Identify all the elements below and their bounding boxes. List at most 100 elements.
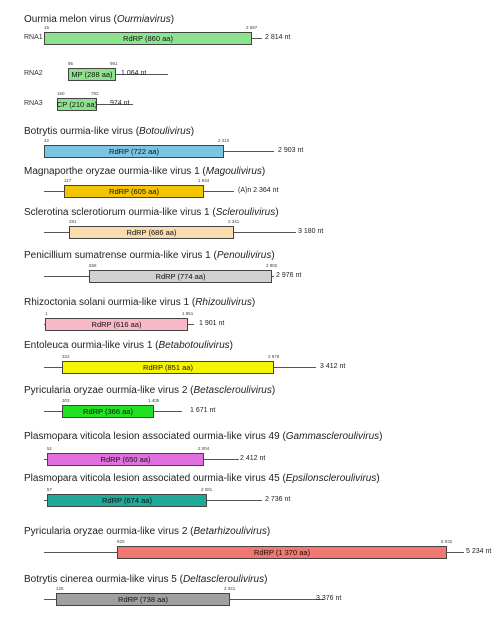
virus-name: Ourmia melon virus ( bbox=[24, 14, 117, 25]
orf-end-position: 2 882 bbox=[266, 263, 278, 268]
genome-line bbox=[68, 74, 168, 75]
virus-name: Entoleuca ourmia-like virus 1 ( bbox=[24, 340, 159, 351]
orf-end-position: 2 597 bbox=[246, 25, 258, 30]
virus-name: Sclerotina sclerotiorum ourmia-like viru… bbox=[24, 207, 216, 218]
orf-start-position: 42 bbox=[44, 138, 50, 143]
title-close-paren: ) bbox=[190, 126, 195, 137]
orf-box: RdRP (860 aa) bbox=[44, 32, 252, 45]
genome-length-label: 2 814 nt bbox=[265, 34, 291, 41]
orf-end-position: 2 341 bbox=[224, 586, 236, 591]
orf-end-position: 782 bbox=[91, 91, 99, 96]
orf-end-position: 2 210 bbox=[218, 138, 230, 143]
orf-start-position: 117 bbox=[64, 178, 72, 183]
orf-start-position: 1 bbox=[45, 311, 48, 316]
orf-end-position: 2 878 bbox=[268, 354, 280, 359]
orf-box: RdRP (774 aa) bbox=[89, 270, 272, 283]
genus-name: Epsilonscleroulivirus bbox=[285, 473, 377, 484]
title-close-paren: ) bbox=[271, 385, 276, 396]
virus-title: Ourmia melon virus (Ourmiavirus) bbox=[24, 14, 174, 25]
orf-end-position: 5 032 bbox=[441, 539, 453, 544]
virus-title: Entoleuca ourmia-like virus 1 (Betabotou… bbox=[24, 340, 233, 351]
virus-title: Plasmopara viticola lesion associated ou… bbox=[24, 431, 382, 442]
virus-title: Penicillium sumatrense ourmia-like virus… bbox=[24, 250, 275, 261]
virus-title: Plasmopara viticola lesion associated ou… bbox=[24, 473, 380, 484]
orf-end-position: 2 341 bbox=[228, 219, 240, 224]
virus-name: Pyricularia oryzae ourmia-like virus 2 ( bbox=[24, 526, 194, 537]
virus-title: Pyricularia oryzae ourmia-like virus 2 (… bbox=[24, 385, 275, 396]
genus-name: Betascleroulivirus bbox=[193, 385, 272, 396]
virus-name: Botrytis cinerea ourmia-like virus 5 ( bbox=[24, 574, 183, 585]
genus-name: Magoulivirus bbox=[205, 166, 262, 177]
orf-box: CP (210 aa) bbox=[56, 98, 98, 111]
orf-start-position: 125 bbox=[56, 586, 64, 591]
genus-name: Ourmiavirus bbox=[116, 14, 171, 25]
orf-box: RdRP (851 aa) bbox=[62, 361, 274, 374]
orf-box: MP (288 aa) bbox=[68, 68, 116, 81]
genome-length-label: 1 901 nt bbox=[199, 320, 225, 327]
title-close-paren: ) bbox=[376, 473, 380, 484]
orf-box: RdRP (674 aa) bbox=[47, 494, 207, 507]
orf-start-position: 150 bbox=[57, 91, 65, 96]
orf-box: RdRP (616 aa) bbox=[45, 318, 188, 331]
virus-title: Pyricularia oryzae ourmia-like virus 2 (… bbox=[24, 526, 270, 537]
orf-box: RdRP (722 aa) bbox=[44, 145, 224, 158]
genome-length-label: 974 nt bbox=[110, 100, 130, 107]
genus-name: Deltascleroulivirus bbox=[182, 574, 265, 585]
title-close-paren: ) bbox=[229, 340, 233, 351]
orf-start-position: 281 bbox=[69, 219, 77, 224]
orf-start-position: 558 bbox=[89, 263, 97, 268]
orf-start-position: 95 bbox=[68, 61, 74, 66]
genome-length-label: 1 064 nt bbox=[121, 70, 147, 77]
orf-end-position: 961 bbox=[110, 61, 118, 66]
virus-title: Botrytis cinerea ourmia-like virus 5 (De… bbox=[24, 574, 267, 585]
orf-end-position: 2 081 bbox=[201, 487, 213, 492]
genome-length-label: 1 671 nt bbox=[190, 407, 216, 414]
orf-box: RdRP (738 aa) bbox=[56, 593, 230, 606]
title-close-paren: ) bbox=[266, 526, 271, 537]
genus-name: Gammascleroulivirus bbox=[285, 431, 380, 442]
genus-name: Betarhizoulivirus bbox=[193, 526, 267, 537]
genome-length-label: (A)n 2 364 nt bbox=[238, 187, 279, 194]
genome-length-label: 3 376 nt bbox=[316, 595, 342, 602]
orf-end-position: 2 004 bbox=[198, 446, 210, 451]
genome-length-label: 2 903 nt bbox=[278, 147, 304, 154]
genus-name: Botoulivirus bbox=[139, 126, 191, 137]
genome-length-label: 3 412 nt bbox=[320, 363, 346, 370]
virus-title: Magnaporthe oryzae ourmia-like virus 1 (… bbox=[24, 166, 265, 177]
virus-title: Sclerotina sclerotiorum ourmia-like viru… bbox=[24, 207, 279, 218]
genome-length-label: 2 412 nt bbox=[240, 455, 266, 462]
virus-name: Rhizoctonia solani ourmia-like virus 1 ( bbox=[24, 297, 196, 308]
orf-box: RdRP (1 370 aa) bbox=[117, 546, 447, 559]
segment-label: RNA2 bbox=[24, 70, 43, 77]
genus-name: Penoulivirus bbox=[216, 250, 272, 261]
genus-name: Rhizoulivirus bbox=[195, 297, 252, 308]
virus-title: Rhizoctonia solani ourmia-like virus 1 (… bbox=[24, 297, 255, 308]
orf-start-position: 322 bbox=[62, 354, 70, 359]
virus-name: Pyricularia oryzae ourmia-like virus 2 ( bbox=[24, 385, 194, 396]
virus-name: Plasmopara viticola lesion associated ou… bbox=[24, 473, 286, 484]
orf-box: RdRP (366 aa) bbox=[62, 405, 154, 418]
orf-start-position: 15 bbox=[44, 25, 50, 30]
title-close-paren: ) bbox=[271, 250, 275, 261]
title-close-paren: ) bbox=[251, 297, 256, 308]
genome-length-label: 2 976 nt bbox=[276, 272, 302, 279]
genome-length-label: 5 234 nt bbox=[466, 548, 492, 555]
orf-end-position: 1 934 bbox=[198, 178, 210, 183]
genus-name: Betabotoulivirus bbox=[158, 340, 230, 351]
title-close-paren: ) bbox=[261, 166, 266, 177]
virus-name: Penicillium sumatrense ourmia-like virus… bbox=[24, 250, 217, 261]
orf-start-position: 57 bbox=[47, 487, 53, 492]
genome-length-label: 3 180 nt bbox=[298, 228, 324, 235]
orf-box: RdRP (686 aa) bbox=[69, 226, 234, 239]
orf-box: RdRP (650 aa) bbox=[47, 453, 204, 466]
virus-title: Botrytis ourmia-like virus (Botoulivirus… bbox=[24, 126, 194, 137]
orf-start-position: 51 bbox=[47, 446, 53, 451]
genus-name: Scleroulivirus bbox=[215, 207, 276, 218]
virus-name: Plasmopara viticola lesion associated ou… bbox=[24, 431, 286, 442]
segment-label: RNA3 bbox=[24, 100, 43, 107]
orf-box: RdRP (605 aa) bbox=[64, 185, 204, 198]
virus-name: Botrytis ourmia-like virus ( bbox=[24, 126, 140, 137]
title-close-paren: ) bbox=[379, 431, 383, 442]
orf-end-position: 1 405 bbox=[148, 398, 160, 403]
